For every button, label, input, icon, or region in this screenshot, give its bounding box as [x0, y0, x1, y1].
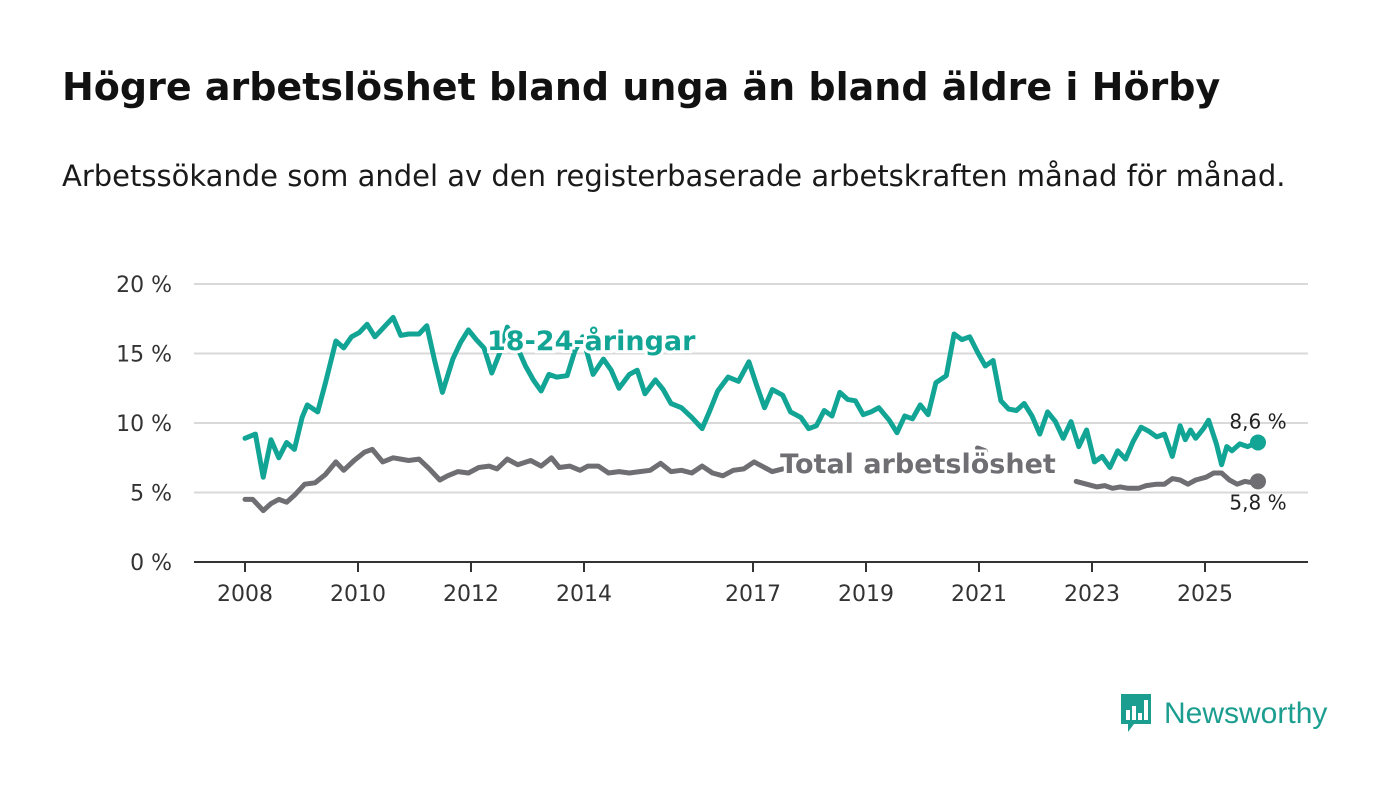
y-tick-label: 0 %: [130, 551, 172, 576]
series-lines: [242, 314, 1266, 514]
x-tick-label: 2025: [1177, 582, 1233, 607]
x-tick-label: 2023: [1064, 582, 1120, 607]
chart-title: Högre arbetslöshet bland unga än bland ä…: [62, 65, 1221, 109]
x-tick-label: 2017: [725, 582, 781, 607]
x-tick-label: 2021: [951, 582, 1007, 607]
series-name-label: 18-24-åringar: [487, 325, 696, 357]
series-labels: 8,6 % 5,8 % 18-24-åringar Total arbetslöshe…: [484, 322, 1287, 514]
y-tick-label: 10 %: [116, 412, 172, 437]
newsworthy-logo-icon: [1121, 694, 1151, 732]
series-line: [1073, 470, 1261, 491]
y-axis: 0 % 5 % 10 % 15 % 20 %: [116, 273, 172, 576]
y-tick-label: 20 %: [116, 273, 172, 298]
series-name-label: Total arbetslöshet: [780, 449, 1056, 480]
x-tick-label: 2008: [217, 582, 273, 607]
series-line: [242, 314, 1261, 480]
x-axis: 2008 2010 2012 2014 2017 2019 2021 2023 2025: [194, 561, 1308, 607]
x-tick-label: 2014: [556, 582, 612, 607]
x-tick-label: 2010: [330, 582, 386, 607]
brand-logo: Newsworthy: [1118, 690, 1327, 738]
chart-subtitle: Arbetssökande som andel av den registerb…: [62, 159, 1286, 193]
x-tick-label: 2019: [838, 582, 894, 607]
series-end-label: 8,6 %: [1229, 409, 1286, 433]
y-tick-label: 15 %: [116, 343, 172, 368]
series-end-point: [1250, 434, 1266, 451]
x-tick-label: 2012: [443, 582, 499, 607]
series-line: [975, 445, 988, 454]
gridlines: [194, 283, 1308, 494]
series-end-label: 5,8 %: [1229, 490, 1286, 514]
y-tick-label: 5 %: [130, 482, 172, 507]
series-end-point: [1250, 473, 1266, 490]
series-line: [242, 446, 786, 514]
brand-name: Newsworthy: [1164, 697, 1328, 730]
